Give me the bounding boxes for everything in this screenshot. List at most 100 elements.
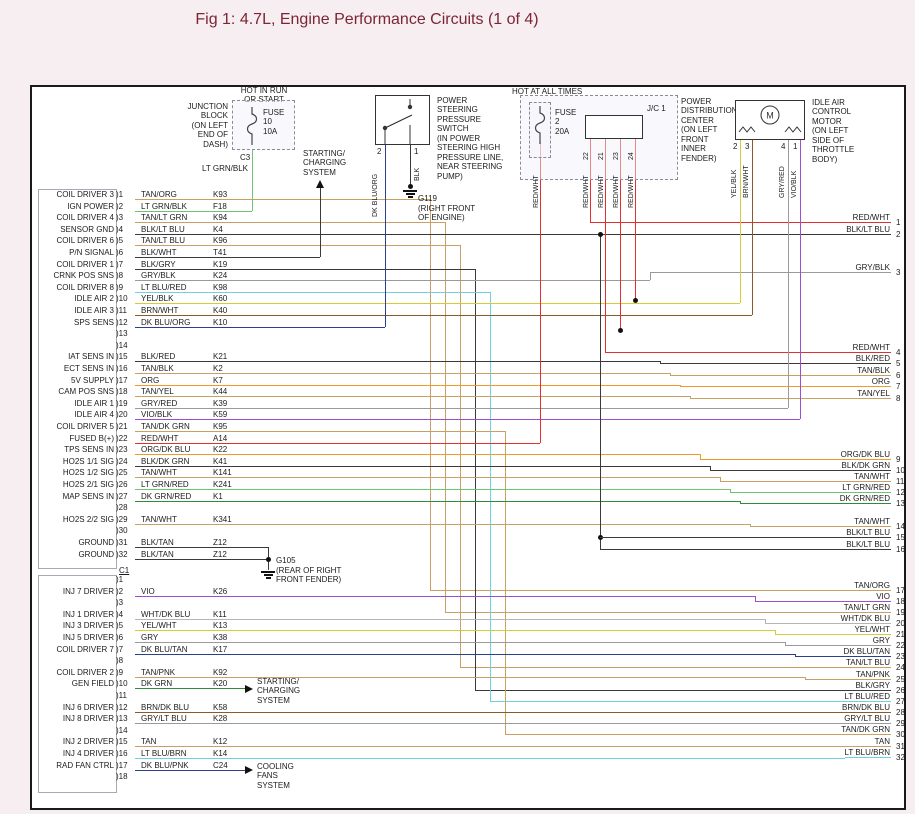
wire-line — [135, 746, 835, 748]
wire-line — [135, 489, 730, 490]
pin-number: 31 — [116, 538, 128, 547]
wire-line — [605, 139, 606, 352]
circuit-code: K20 — [213, 679, 228, 689]
pin-label: INJ 5 DRIVER — [62, 633, 114, 642]
iac-wire-label: BRN/WHT — [743, 165, 750, 198]
right-terminal-number: 15 — [896, 533, 905, 542]
circuit-code: K19 — [213, 259, 228, 269]
pin-number: 2 — [116, 202, 123, 211]
right-wire-name: GRY — [872, 636, 890, 645]
pin-number: 11 — [116, 306, 127, 315]
pin-label: COIL DRIVER 5 — [56, 422, 115, 431]
pin-label: COIL DRIVER 8 — [56, 282, 115, 292]
wire-line — [135, 326, 385, 328]
ground-icon — [403, 190, 417, 192]
right-terminal-number: 14 — [896, 522, 905, 531]
right-terminal-number: 5 — [896, 359, 901, 368]
wire-line — [135, 653, 795, 655]
right-wire-name: DK GRN/RED — [839, 494, 890, 503]
pin-label: GEN FIELD — [71, 679, 114, 689]
right-wire-name: BLK/DK GRN — [841, 461, 890, 470]
wire-line — [445, 612, 891, 613]
iac-wire-pin: 3 — [745, 142, 750, 151]
wire-line — [825, 723, 891, 724]
wire-line — [135, 431, 505, 432]
pin-label: INJ 2 DRIVER — [62, 737, 114, 747]
wire-line — [775, 630, 776, 634]
pin-number: 18 — [116, 387, 128, 396]
circuit-code: K10 — [213, 317, 228, 327]
right-wire-name: BLK/LT BLU — [846, 540, 890, 549]
wire-line — [135, 523, 750, 525]
pin-label: HO2S 2/1 SIG — [62, 480, 114, 489]
right-wire-name: BLK/LT BLU — [846, 528, 890, 537]
circuit-code: K12 — [213, 737, 228, 747]
fuse-icon — [246, 107, 258, 145]
pin-number: 4 — [116, 610, 123, 619]
wire-line — [505, 431, 506, 734]
circuit-code: K2 — [213, 364, 223, 373]
right-wire-name: TAN — [874, 737, 890, 746]
ps-wire-label: BLK — [414, 167, 421, 181]
wire-line — [385, 145, 386, 327]
pin-number: 6 — [116, 248, 123, 257]
wire-line — [740, 503, 891, 504]
ground-icon — [265, 577, 271, 579]
wire-name: RED/WHT — [141, 433, 179, 443]
wire-name: TAN/DK GRN — [141, 422, 190, 431]
circuit-code: K44 — [213, 387, 228, 397]
wire-line — [135, 315, 752, 316]
circuit-code: K96 — [213, 236, 228, 246]
wire-line — [252, 150, 253, 211]
right-terminal-number: 2 — [896, 230, 901, 239]
pin-label: FUSED B(+) — [69, 433, 114, 443]
wire-line — [750, 526, 891, 527]
wire-line — [135, 711, 815, 713]
pin-label: HO2S 2/2 SIG — [62, 514, 114, 524]
wire-name: ORG/DK BLU — [141, 445, 191, 455]
pin-label: IGN POWER — [67, 201, 114, 211]
wire-name: TAN/LT GRN — [141, 213, 188, 223]
wire-name: LT BLU/RED — [141, 282, 187, 292]
wire-name: TAN/YEL — [141, 387, 174, 397]
circuit-code: K1 — [213, 491, 223, 501]
right-terminal-number: 23 — [896, 652, 905, 661]
wire-name: BLK/WHT — [141, 248, 177, 257]
wire-line — [135, 291, 490, 293]
right-wire-name: TAN/BLK — [857, 366, 890, 375]
wire-name: DK BLU/PNK — [141, 760, 189, 770]
junction-block-name: JUNCTION BLOCK (ON LEFT END OF DASH) — [187, 102, 228, 149]
wire-line — [815, 712, 891, 713]
wire-line — [135, 373, 670, 374]
pdc-drop-wire-label: RED/WHT — [613, 175, 620, 208]
pin-number: 14 — [116, 726, 128, 735]
right-wire-name: BLK/GRY — [855, 681, 890, 690]
wire-line — [660, 361, 661, 363]
right-wire-name: ORG/DK BLU — [840, 450, 890, 459]
wire-name: YEL/BLK — [141, 294, 174, 304]
circuit-code: K38 — [213, 633, 228, 642]
pin-label: ECT SENS IN — [63, 364, 114, 373]
pdc-name: POWER DISTRIBUTION CENTER (ON LEFT FRONT… — [681, 97, 738, 163]
junction-block-output-wire: LT GRN/BLK — [202, 164, 248, 173]
arrow-right-icon — [245, 766, 253, 775]
wire-line — [720, 477, 721, 481]
pin-number: 5 — [116, 621, 123, 630]
ground-icon — [407, 196, 413, 198]
wire-line — [540, 142, 541, 443]
wire-line — [785, 642, 786, 645]
jc-box — [585, 115, 643, 139]
right-wire-name: GRY/LT BLU — [844, 714, 890, 723]
wire-line — [135, 280, 650, 282]
wire-line — [740, 500, 741, 503]
wire-line — [135, 222, 445, 224]
right-terminal-number: 3 — [896, 268, 901, 277]
right-terminal-number: 6 — [896, 371, 901, 380]
pin-label: GROUND — [78, 538, 114, 547]
wire-line — [135, 199, 430, 200]
pin-label: GROUND — [78, 549, 114, 559]
wire-line — [788, 140, 789, 408]
wire-line — [135, 769, 245, 771]
pin-number: 25 — [116, 468, 128, 477]
right-wire-name: WHT/DK BLU — [840, 614, 890, 623]
